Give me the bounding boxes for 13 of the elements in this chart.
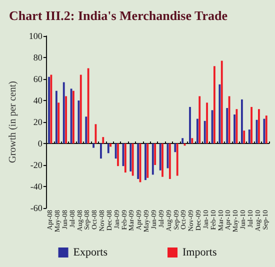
y-tick-label: -60 [30, 203, 43, 213]
y-tick-label: 60 [33, 74, 43, 84]
y-tick-label: 100 [28, 31, 43, 41]
y-axis-title: Growth (in per cent) [8, 81, 18, 163]
legend-label: Exports [73, 246, 108, 258]
y-tick-label: 40 [33, 96, 43, 106]
y-tick-label: 0 [38, 138, 43, 148]
y-tick-label: -20 [30, 160, 43, 170]
legend-label: Imports [182, 246, 217, 258]
chart-title: Chart III.2: India's Merchandise Trade [9, 8, 228, 23]
y-tick-label: 80 [33, 52, 43, 62]
y-tick-label: 20 [33, 117, 43, 127]
y-tick-label: -40 [30, 182, 43, 192]
